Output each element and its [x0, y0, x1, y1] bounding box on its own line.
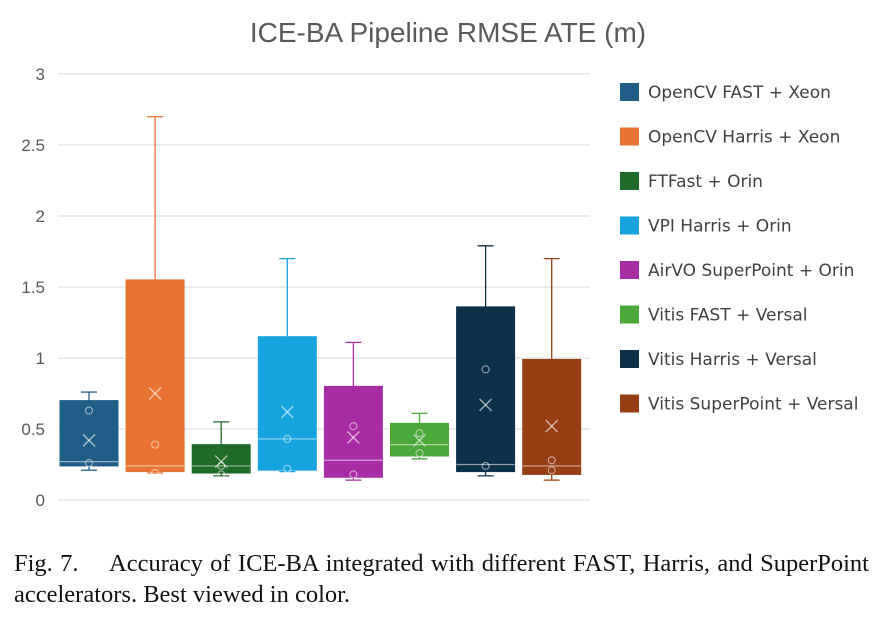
data-point	[547, 456, 556, 465]
y-tick-label: 1	[36, 349, 45, 368]
y-tick-label: 2.5	[21, 136, 45, 155]
mean-marker-stroke	[413, 433, 426, 447]
data-point	[151, 440, 160, 449]
legend-label: Vitis Harris + Versal	[648, 350, 817, 370]
data-point	[349, 470, 358, 479]
legend-item: OpenCV FAST + Xeon	[620, 83, 831, 103]
box-plot-1	[59, 391, 119, 471]
legend-label: OpenCV Harris + Xeon	[648, 128, 840, 148]
y-tick-label: 1.5	[21, 278, 45, 297]
data-point	[84, 406, 94, 415]
box	[191, 444, 251, 474]
box-plot-8	[522, 257, 582, 481]
legend-swatch	[620, 216, 639, 235]
legend-item: VPI Harris + Orin	[620, 216, 792, 237]
box	[456, 306, 516, 473]
legend-item: Vitis SuperPoint + Versal	[620, 394, 858, 415]
mean-marker	[148, 387, 162, 400]
mean-marker	[82, 433, 96, 447]
data-point	[481, 461, 490, 470]
mean-marker	[346, 431, 360, 445]
mean-marker	[413, 433, 426, 447]
legend-label: FTFast + Orin	[648, 172, 763, 192]
mean-marker-stroke	[148, 387, 162, 400]
box	[323, 385, 383, 478]
box-plot-4	[257, 257, 317, 473]
data-point	[283, 434, 292, 443]
box	[125, 279, 185, 473]
box	[522, 358, 582, 475]
data-point	[349, 422, 358, 431]
legend-item: FTFast + Orin	[620, 172, 763, 192]
y-axis-ticks: 0 0.5 1 1.5 2 2.5 3	[21, 65, 45, 510]
chart: ICE-BA Pipeline RMSE ATE (m) 0 0.5 1 1.5 2 2.…	[21, 17, 858, 510]
mean-marker	[479, 398, 493, 412]
legend-swatch	[620, 350, 639, 368]
chart-title: ICE-BA Pipeline RMSE ATE (m)	[250, 17, 646, 48]
box-plot-2	[125, 115, 185, 478]
box	[257, 336, 317, 471]
legend-swatch	[620, 127, 639, 146]
y-tick-label: 2	[36, 207, 45, 226]
legend-label: Vitis SuperPoint + Versal	[648, 395, 858, 415]
box-plot-7	[456, 245, 516, 477]
mean-marker-stroke	[82, 433, 96, 447]
box	[59, 400, 119, 467]
box-plot-3	[191, 421, 251, 479]
y-tick-label: 0.5	[21, 420, 45, 439]
legend-swatch	[620, 305, 639, 324]
legend-label: AirVO SuperPoint + Orin	[648, 261, 854, 281]
box-plots	[59, 115, 582, 481]
data-point	[481, 365, 490, 374]
legend-item: Vitis FAST + Versal	[620, 305, 807, 326]
legend-item: Vitis Harris + Versal	[620, 350, 817, 370]
box-plot-6	[390, 412, 449, 460]
data-point	[547, 466, 556, 475]
mean-marker-stroke	[346, 431, 360, 445]
legend-item: OpenCV Harris + Xeon	[620, 127, 840, 148]
mean-marker-stroke	[280, 405, 294, 419]
y-tick-label: 3	[36, 65, 45, 84]
legend-item: AirVO SuperPoint + Orin	[620, 261, 854, 281]
data-point	[283, 464, 292, 473]
mean-marker-stroke	[479, 398, 493, 412]
legend-swatch	[620, 394, 639, 413]
box-plot-5	[323, 341, 383, 481]
legend-label: OpenCV FAST + Xeon	[648, 83, 831, 103]
data-point	[415, 449, 424, 458]
mean-marker	[545, 419, 559, 433]
mean-marker	[280, 405, 294, 419]
data-point	[151, 468, 160, 478]
legend-swatch	[620, 172, 639, 190]
legend-swatch	[620, 83, 639, 101]
y-tick-label: 0	[36, 491, 45, 510]
data-point	[84, 459, 94, 468]
legend-label: Vitis FAST + Versal	[648, 306, 807, 326]
mean-marker-stroke	[545, 419, 559, 433]
figure-caption: Fig. 7. Accuracy of ICE-BA integrated wi…	[14, 550, 869, 608]
data-point	[415, 429, 424, 438]
legend-label: VPI Harris + Orin	[648, 217, 792, 237]
data-point	[217, 470, 226, 479]
data-point	[217, 461, 226, 470]
legend-swatch	[620, 261, 639, 279]
legend: OpenCV FAST + Xeon OpenCV Harris + Xeon FT…	[620, 83, 858, 415]
